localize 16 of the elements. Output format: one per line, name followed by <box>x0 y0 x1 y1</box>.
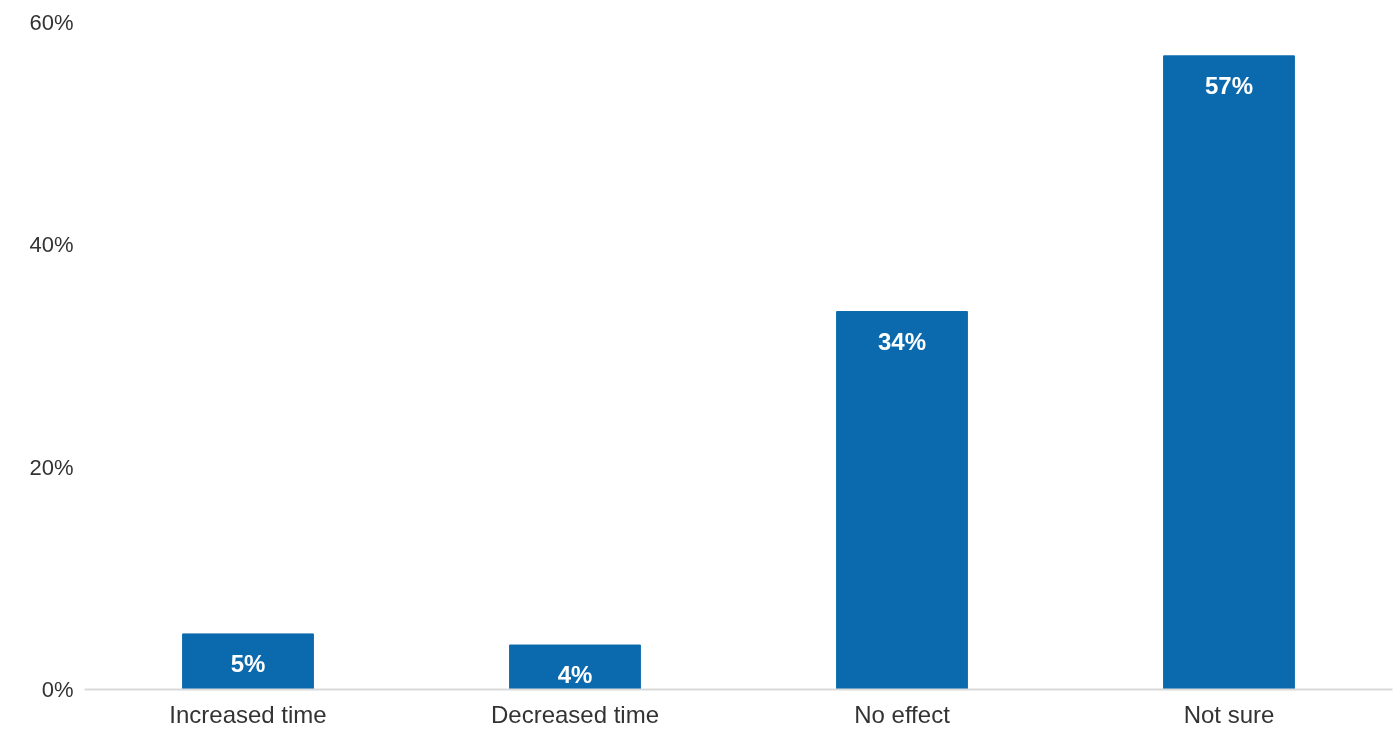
y-tick-label: 60% <box>29 10 74 35</box>
data-label: 57% <box>1204 71 1254 99</box>
bar <box>1163 55 1295 690</box>
bar <box>182 633 314 690</box>
data-label: 5% <box>230 649 266 677</box>
data-label: 4% <box>557 661 593 689</box>
y-tick-label: 0% <box>41 677 74 702</box>
x-tick-label: Not sure <box>1183 700 1275 728</box>
data-label: 34% <box>877 327 927 355</box>
bar <box>509 644 641 690</box>
x-tick-label: No effect <box>854 700 951 728</box>
y-tick-label: 40% <box>29 232 74 258</box>
y-tick-label: 20% <box>29 454 74 480</box>
bar <box>836 311 968 690</box>
x-tick-label: Decreased time <box>490 700 660 728</box>
x-tick-label: Increased time <box>169 700 327 728</box>
